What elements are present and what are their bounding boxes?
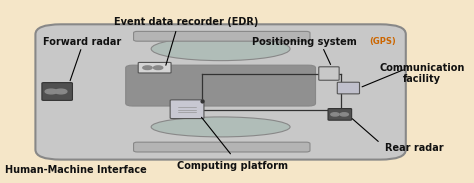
Circle shape	[45, 89, 57, 94]
Text: (GPS): (GPS)	[369, 37, 395, 46]
Circle shape	[340, 113, 348, 116]
FancyBboxPatch shape	[36, 24, 406, 160]
Circle shape	[331, 113, 339, 116]
Ellipse shape	[151, 37, 290, 61]
FancyBboxPatch shape	[42, 83, 73, 100]
Text: Human-Machine Interface: Human-Machine Interface	[5, 165, 147, 175]
FancyBboxPatch shape	[134, 31, 310, 41]
Text: Event data recorder (EDR): Event data recorder (EDR)	[114, 18, 258, 27]
Circle shape	[55, 89, 67, 94]
Text: Forward radar: Forward radar	[43, 37, 121, 46]
FancyBboxPatch shape	[337, 82, 359, 94]
FancyBboxPatch shape	[134, 142, 310, 152]
Text: Communication
facility: Communication facility	[379, 63, 465, 84]
Text: Computing platform: Computing platform	[177, 161, 288, 171]
FancyBboxPatch shape	[170, 100, 204, 119]
FancyBboxPatch shape	[138, 62, 171, 73]
FancyBboxPatch shape	[328, 109, 352, 120]
Text: Positioning system: Positioning system	[252, 37, 356, 46]
Circle shape	[154, 66, 163, 70]
FancyBboxPatch shape	[126, 65, 316, 106]
Circle shape	[143, 66, 152, 70]
Text: Rear radar: Rear radar	[385, 143, 444, 153]
Ellipse shape	[151, 117, 290, 137]
FancyBboxPatch shape	[319, 67, 339, 80]
